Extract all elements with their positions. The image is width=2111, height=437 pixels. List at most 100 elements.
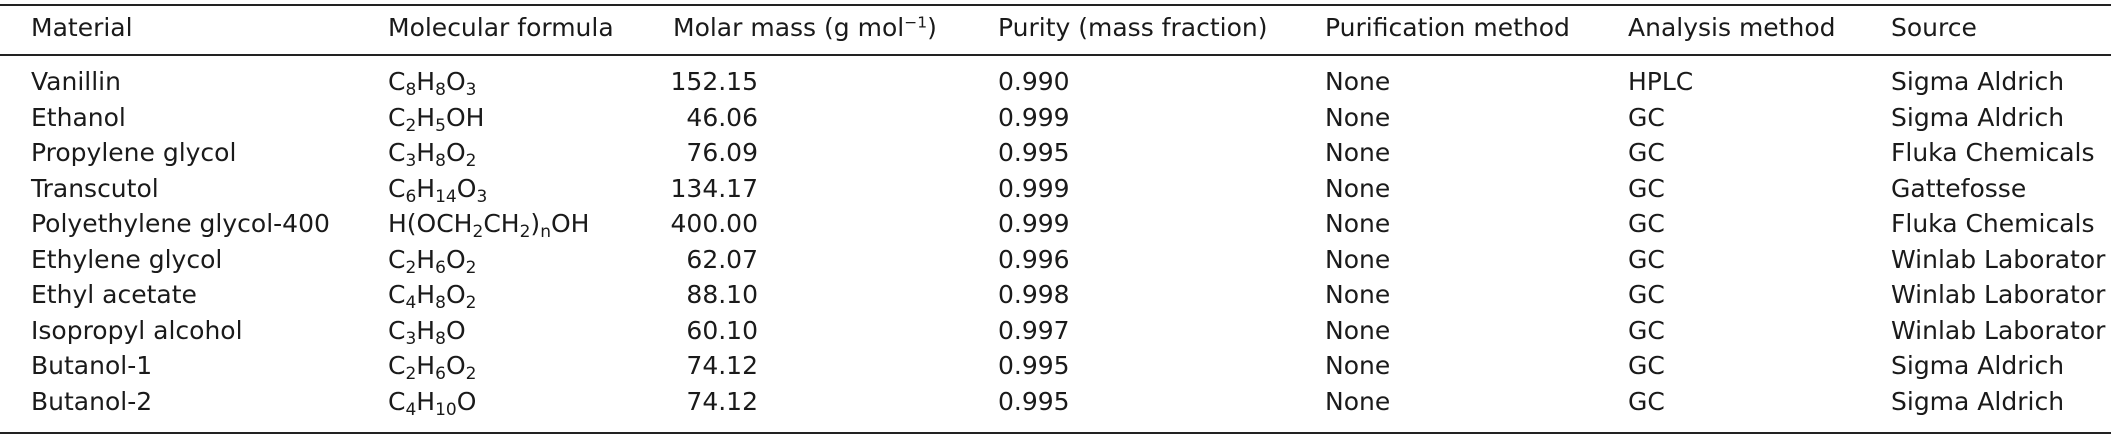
cell-analysis: GC (1628, 103, 1665, 132)
cell-material: Polyethylene glycol-400 (31, 209, 330, 238)
cell-source: Sigma Aldrich (1891, 387, 2065, 416)
formula-text: OH (445, 103, 485, 132)
formula-text: H (416, 316, 436, 345)
formula-text: H(OCH (388, 209, 473, 238)
formula-text: ) (530, 209, 541, 238)
formula-subscript: 10 (435, 399, 457, 420)
formula-text: O (445, 351, 466, 380)
cell-source: Fluka Chemicals (1891, 209, 2095, 238)
cell-purification: None (1325, 316, 1391, 345)
formula-subscript: 8 (435, 292, 446, 313)
cell-material: Ethyl acetate (31, 280, 197, 309)
formula-subscript: 3 (476, 186, 488, 207)
cell-source: Winlab Laborator (1891, 316, 2106, 345)
formula-subscript: 3 (405, 150, 417, 171)
formula-text: H (416, 138, 436, 167)
formula-text: O (456, 174, 477, 203)
formula-subscript: 8 (435, 79, 446, 100)
formula-text: H (416, 351, 436, 380)
header-purification: Purification method (1325, 13, 1570, 42)
cell-purification: None (1325, 351, 1391, 380)
header-molar-mass-exponent: −1 (904, 13, 928, 32)
formula-text: O (445, 67, 466, 96)
formula-subscript: 2 (519, 221, 531, 242)
formula-text: H (416, 103, 436, 132)
formula-subscript: 8 (435, 328, 446, 349)
formula-subscript: 8 (435, 150, 446, 171)
formula-text: C (388, 67, 406, 96)
cell-purity: 0.997 (998, 316, 1070, 345)
cell-purity: 0.999 (998, 174, 1070, 203)
cell-source: Winlab Laborator (1891, 245, 2106, 274)
table-header-rule (0, 54, 2111, 56)
cell-purity: 0.996 (998, 245, 1070, 274)
cell-molar-mass: 60.10 (686, 316, 758, 345)
formula-text: O (445, 316, 466, 345)
cell-purification: None (1325, 67, 1391, 96)
formula-text: H (416, 245, 436, 274)
cell-formula: C4H10O (388, 387, 476, 420)
formula-subscript: 4 (405, 292, 417, 313)
formula-text: O (445, 245, 466, 274)
formula-text: OH (550, 209, 590, 238)
formula-subscript: 6 (435, 257, 446, 278)
cell-purification: None (1325, 245, 1391, 274)
formula-text: C (388, 351, 406, 380)
cell-formula: C3H8O2 (388, 138, 477, 171)
cell-source: Winlab Laborator (1891, 280, 2106, 309)
formula-text: C (388, 280, 406, 309)
cell-purity: 0.995 (998, 387, 1070, 416)
formula-subscript: 2 (405, 363, 417, 384)
formula-subscript: 2 (465, 363, 477, 384)
cell-analysis: GC (1628, 138, 1665, 167)
formula-subscript: 2 (465, 150, 477, 171)
cell-purity: 0.999 (998, 103, 1070, 132)
table-bottom-rule (0, 432, 2111, 434)
cell-purification: None (1325, 280, 1391, 309)
formula-subscript: 6 (435, 363, 446, 384)
formula-subscript: 8 (405, 79, 417, 100)
cell-purification: None (1325, 387, 1391, 416)
cell-molar-mass: 46.06 (686, 103, 758, 132)
cell-molar-mass: 76.09 (686, 138, 758, 167)
cell-material: Transcutol (31, 174, 159, 203)
formula-subscript: 3 (465, 79, 477, 100)
cell-formula: C6H14O3 (388, 174, 488, 207)
cell-material: Ethylene glycol (31, 245, 223, 274)
formula-text: O (445, 280, 466, 309)
cell-material: Propylene glycol (31, 138, 237, 167)
formula-subscript: 14 (435, 186, 457, 207)
formula-text: C (388, 138, 406, 167)
cell-formula: C8H8O3 (388, 67, 477, 100)
formula-text: H (416, 174, 436, 203)
cell-source: Sigma Aldrich (1891, 67, 2065, 96)
cell-material: Vanillin (31, 67, 121, 96)
cell-formula: C3H8O (388, 316, 466, 349)
header-purity: Purity (mass fraction) (998, 13, 1268, 42)
formula-subscript: 2 (465, 292, 477, 313)
cell-purity: 0.998 (998, 280, 1070, 309)
cell-molar-mass: 88.10 (686, 280, 758, 309)
cell-analysis: GC (1628, 245, 1665, 274)
formula-text: C (388, 174, 406, 203)
cell-analysis: GC (1628, 351, 1665, 380)
header-molar-mass-suffix: ) (927, 13, 937, 42)
cell-purity: 0.999 (998, 209, 1070, 238)
table-top-rule (0, 4, 2111, 6)
header-source: Source (1891, 13, 1977, 42)
cell-material: Butanol-2 (31, 387, 153, 416)
formula-text: C (388, 245, 406, 274)
cell-formula: C2H6O2 (388, 245, 476, 278)
cell-source: Sigma Aldrich (1891, 351, 2065, 380)
cell-analysis: GC (1628, 316, 1665, 345)
formula-subscript: 2 (472, 221, 484, 242)
formula-text: C (388, 316, 406, 345)
cell-molar-mass: 134.17 (670, 174, 758, 203)
header-molar-mass-prefix: Molar mass (g mol (673, 13, 905, 42)
cell-purification: None (1325, 138, 1391, 167)
formula-text: C (388, 387, 406, 416)
cell-purification: None (1325, 209, 1391, 238)
cell-purity: 0.995 (998, 351, 1070, 380)
cell-material: Isopropyl alcohol (31, 316, 243, 345)
formula-subscript: 2 (405, 115, 417, 136)
